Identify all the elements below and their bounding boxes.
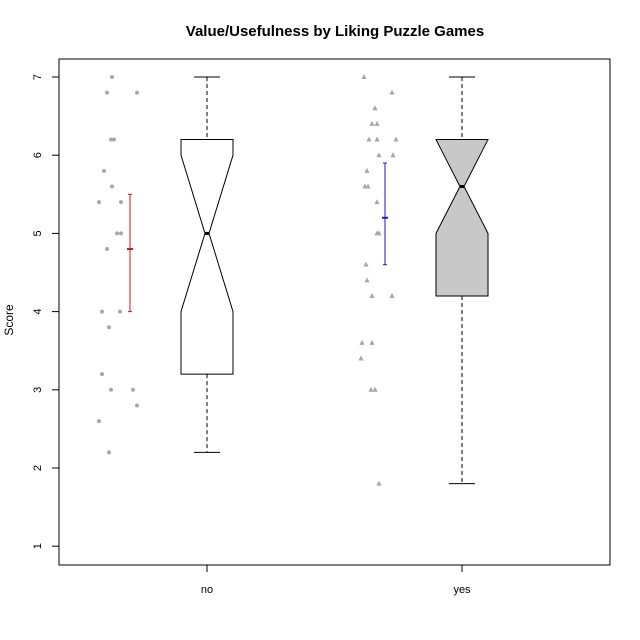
data-point bbox=[135, 403, 139, 408]
data-point bbox=[372, 105, 378, 111]
data-point bbox=[107, 325, 111, 330]
data-point bbox=[361, 74, 367, 79]
y-tick-label: 1 bbox=[32, 543, 44, 549]
data-points bbox=[97, 75, 139, 455]
data-point bbox=[110, 184, 114, 189]
x-tick-label-no: no bbox=[201, 584, 213, 596]
data-point bbox=[135, 90, 139, 95]
y-axis-label: Score bbox=[2, 304, 16, 336]
data-point bbox=[100, 372, 104, 377]
group-yes bbox=[358, 74, 489, 486]
data-point bbox=[118, 309, 122, 314]
y-tick-label: 3 bbox=[32, 387, 44, 393]
y-tick-label: 6 bbox=[32, 152, 44, 158]
data-point bbox=[393, 136, 399, 142]
data-point bbox=[376, 152, 382, 158]
data-point bbox=[369, 339, 375, 345]
notched-box bbox=[180, 139, 234, 375]
data-point bbox=[364, 277, 370, 283]
y-axis: 1 2 3 4 5 6 7 bbox=[32, 74, 60, 549]
box-groups bbox=[97, 74, 489, 486]
chart-title: Value/Usefulness by Liking Puzzle Games bbox=[186, 23, 484, 40]
data-point bbox=[112, 137, 116, 142]
data-point bbox=[389, 89, 395, 95]
data-point bbox=[115, 231, 119, 236]
data-point bbox=[119, 200, 123, 205]
data-point bbox=[105, 90, 109, 95]
data-point bbox=[100, 309, 104, 314]
data-point bbox=[376, 480, 382, 486]
data-point bbox=[390, 152, 396, 158]
data-point bbox=[374, 199, 380, 205]
data-point bbox=[374, 120, 380, 126]
data-point bbox=[389, 292, 395, 298]
data-point bbox=[368, 386, 374, 392]
group-no bbox=[97, 75, 234, 455]
data-point bbox=[110, 75, 114, 79]
mean-ci bbox=[382, 162, 388, 266]
y-tick-label: 2 bbox=[32, 465, 44, 471]
y-tick-label: 7 bbox=[32, 74, 44, 80]
data-point bbox=[376, 230, 382, 236]
data-point bbox=[365, 183, 371, 189]
x-axis: no yes bbox=[201, 565, 471, 596]
mean-ci bbox=[127, 193, 133, 313]
data-point bbox=[364, 167, 370, 173]
data-point bbox=[359, 339, 365, 345]
data-point bbox=[97, 419, 101, 424]
data-point bbox=[102, 168, 106, 173]
data-point bbox=[369, 120, 375, 126]
notched-box bbox=[435, 139, 489, 297]
data-point bbox=[369, 292, 375, 298]
data-point bbox=[366, 136, 372, 142]
data-point bbox=[107, 450, 111, 455]
plot-frame bbox=[58, 58, 611, 566]
data-point bbox=[97, 200, 101, 205]
data-point bbox=[372, 386, 378, 392]
y-tick-label: 4 bbox=[32, 309, 44, 315]
data-point bbox=[131, 387, 135, 392]
data-point bbox=[109, 387, 113, 392]
data-point bbox=[358, 355, 364, 361]
data-point bbox=[374, 136, 380, 142]
x-tick-label-yes: yes bbox=[453, 584, 471, 596]
y-tick-label: 5 bbox=[32, 230, 44, 236]
data-point bbox=[105, 247, 109, 252]
data-point bbox=[109, 137, 113, 142]
data-points bbox=[358, 74, 399, 486]
data-point bbox=[119, 231, 123, 236]
data-point bbox=[363, 261, 369, 267]
